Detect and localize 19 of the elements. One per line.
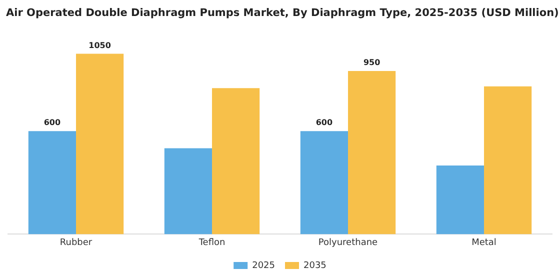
legend-label: 2035: [304, 260, 326, 271]
bar: [484, 86, 532, 234]
x-tick-label: Rubber: [60, 238, 92, 248]
bar: [76, 54, 124, 234]
data-label: 600: [316, 118, 333, 128]
bar: [348, 70, 396, 234]
x-tick-label: Polyurethane: [318, 238, 378, 248]
chart-title: Air Operated Double Diaphragm Pumps Market, By Diaphragm Type, 2025-2035 (USD Million): [6, 7, 559, 19]
bar: [300, 131, 348, 234]
bar: [212, 88, 260, 234]
bar: [28, 131, 76, 234]
data-label: 1050: [88, 40, 112, 50]
data-label: 950: [363, 58, 381, 68]
data-label: 600: [44, 118, 61, 128]
bar: [436, 165, 484, 234]
legend-label: 2025: [252, 260, 275, 271]
x-tick-label: Metal: [472, 238, 496, 248]
bar: [164, 148, 212, 234]
x-tick-label: Teflon: [198, 238, 226, 248]
